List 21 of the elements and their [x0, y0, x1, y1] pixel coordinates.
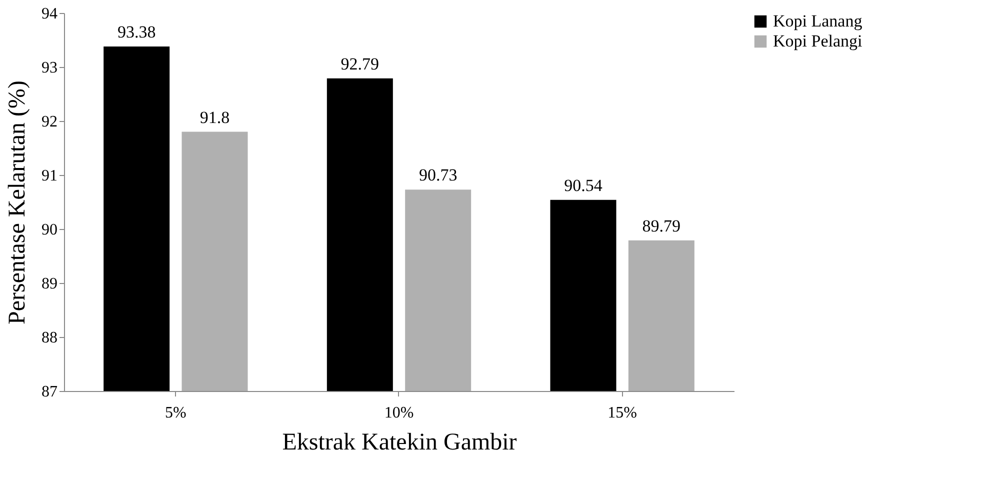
x-axis-title: Ekstrak Katekin Gambir: [282, 430, 517, 456]
y-tick-label: 88: [42, 330, 58, 346]
y-axis-title: Persentase Kelarutan (%): [4, 80, 30, 324]
legend-label: Kopi Pelangi: [773, 32, 863, 50]
y-tick-label: 91: [42, 168, 58, 184]
x-tick-label: 15%: [608, 404, 637, 422]
x-tick-label: 10%: [384, 404, 414, 422]
y-tick-label: 90: [42, 222, 58, 238]
legend-label: Kopi Lanang: [773, 12, 863, 30]
data-label: 90.73: [418, 166, 458, 185]
data-label: 89.79: [642, 216, 681, 236]
data-label: 93.38: [117, 22, 156, 42]
data-label: 91.8: [200, 108, 230, 127]
y-tick-label: 92: [42, 114, 58, 130]
y-tick-label: 89: [42, 276, 58, 292]
y-tick-label: 94: [42, 6, 58, 22]
y-tick-label: 93: [42, 60, 58, 76]
data-label: 90.54: [564, 176, 603, 195]
y-tick-label: 87: [42, 384, 58, 400]
data-label: 92.79: [340, 54, 380, 74]
x-tick-label: 5%: [165, 404, 186, 422]
